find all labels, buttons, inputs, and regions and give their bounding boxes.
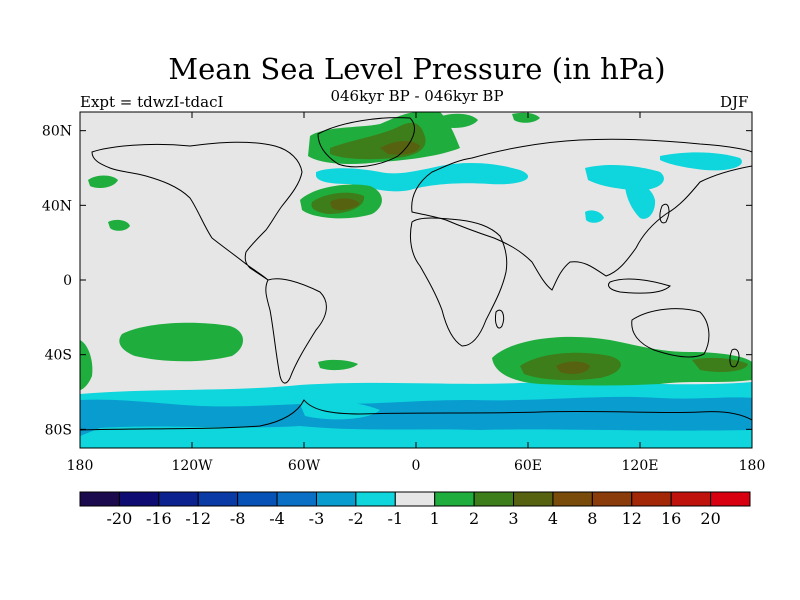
- colorbar-label: -8: [230, 509, 246, 528]
- colorbar-swatch: [710, 491, 751, 507]
- anomaly-region-south-atlantic-pos: [318, 359, 358, 371]
- y-tick-label: 80N: [42, 124, 72, 140]
- anomaly-region-atlantic-pos-3: [330, 198, 360, 211]
- colorbar-label: -4: [269, 509, 285, 528]
- colorbar-swatch: [355, 491, 396, 507]
- anomaly-region-chile-pos: [80, 340, 93, 390]
- anomaly-region-southern-ocean-light-2: [80, 426, 752, 448]
- colorbar-swatch: [237, 491, 278, 507]
- colorbar-swatch: [276, 491, 317, 507]
- axis-ticks: 180 120W 60W 0 60E 120E 180 80N 40N 0 40S 80S: [42, 112, 765, 474]
- colorbar-label: 8: [587, 509, 597, 528]
- colorbar-label: 20: [700, 509, 720, 528]
- y-tick-label: 0: [63, 273, 72, 289]
- colorbar-swatch: [79, 491, 120, 507]
- colorbar-swatch: [591, 491, 633, 507]
- colorbar-label: 12: [622, 509, 642, 528]
- anomaly-region-pacific-pos-2: [108, 219, 130, 231]
- colorbar-swatch: [670, 491, 712, 507]
- colorbar-label: -2: [348, 509, 364, 528]
- colorbar-label: 1: [430, 509, 440, 528]
- anomaly-region-east-asia-neg: [625, 183, 656, 219]
- colorbar-swatch: [394, 491, 436, 507]
- anomaly-region-siberia-neg: [585, 165, 664, 190]
- x-tick-label: 0: [412, 458, 421, 474]
- anomaly-region-south-pacific-pos: [119, 322, 243, 362]
- colorbar-label: -12: [185, 509, 211, 528]
- x-tick-label: 120W: [171, 458, 213, 474]
- anomaly-region-pacific-neg: [660, 152, 742, 171]
- coastline-greenland: [317, 117, 415, 168]
- coastline-madagascar: [495, 309, 505, 329]
- coastline-australia: [631, 308, 710, 358]
- colorbar-swatch: [158, 491, 199, 507]
- colorbar-swatch: [197, 491, 239, 507]
- colorbar-swatch: [473, 491, 515, 507]
- colorbar-label: -3: [309, 509, 325, 528]
- anomaly-region-weddell-light: [300, 401, 380, 420]
- colorbar-swatch: [631, 491, 672, 507]
- coastline-north-america: [91, 141, 303, 281]
- colorbar-label: -16: [146, 509, 172, 528]
- experiment-label: Expt = tdwzI-tdacI: [80, 93, 224, 111]
- colorbar-label: 3: [508, 509, 518, 528]
- season-label: DJF: [720, 93, 749, 111]
- colorbar-swatch: [552, 491, 593, 507]
- y-tick-label: 40N: [42, 198, 72, 214]
- colorbar-label: -20: [107, 509, 133, 528]
- colorbar-swatch: [434, 491, 475, 507]
- anomaly-region-barents-pos: [436, 113, 478, 128]
- colorbar-label: 16: [661, 509, 681, 528]
- anomaly-region-arctic-pos: [512, 112, 540, 123]
- colorbar-swatch: [513, 491, 554, 507]
- x-tick-label: 180: [739, 458, 766, 474]
- colorbar-swatch: [315, 491, 357, 507]
- anomaly-region-north-atlantic-neg: [316, 163, 529, 192]
- x-tick-label: 60W: [288, 458, 321, 474]
- coastline-antarctica: [80, 399, 752, 431]
- coastline-south-america: [265, 278, 327, 384]
- colorbar-label: 4: [548, 509, 558, 528]
- x-tick-label: 180: [67, 458, 94, 474]
- anomaly-region-central-asia-neg: [585, 210, 604, 223]
- coastline-japan: [659, 203, 670, 224]
- coastline-europe-asia: [411, 138, 752, 291]
- y-tick-label: 40S: [45, 348, 72, 364]
- period-subtitle: 046kyr BP - 046kyr BP: [330, 87, 504, 105]
- x-tick-label: 120E: [622, 458, 659, 474]
- colorbar-label: 2: [469, 509, 479, 528]
- anomaly-region-pacific-pos: [88, 175, 118, 188]
- coastline-new-zealand: [729, 348, 740, 368]
- colorbar-label: -1: [387, 509, 403, 528]
- anomaly-region-south-indian-pos-3: [556, 361, 590, 374]
- coastline-indonesia: [607, 278, 671, 294]
- coastline-africa: [409, 217, 508, 347]
- map-title: Mean Sea Level Pressure (in hPa): [168, 52, 666, 86]
- anomaly-region-tasman-pos: [692, 357, 748, 372]
- y-tick-label: 80S: [45, 422, 72, 438]
- anomaly-region-greenland-pos-3: [380, 140, 420, 155]
- colorbar: -20 -16 -12 -8 -4 -3 -2 -1 1 2 3 4 8 12 16 20: [79, 491, 751, 528]
- colorbar-swatch: [118, 491, 160, 507]
- x-tick-label: 60E: [514, 458, 542, 474]
- coastlines: [80, 117, 752, 431]
